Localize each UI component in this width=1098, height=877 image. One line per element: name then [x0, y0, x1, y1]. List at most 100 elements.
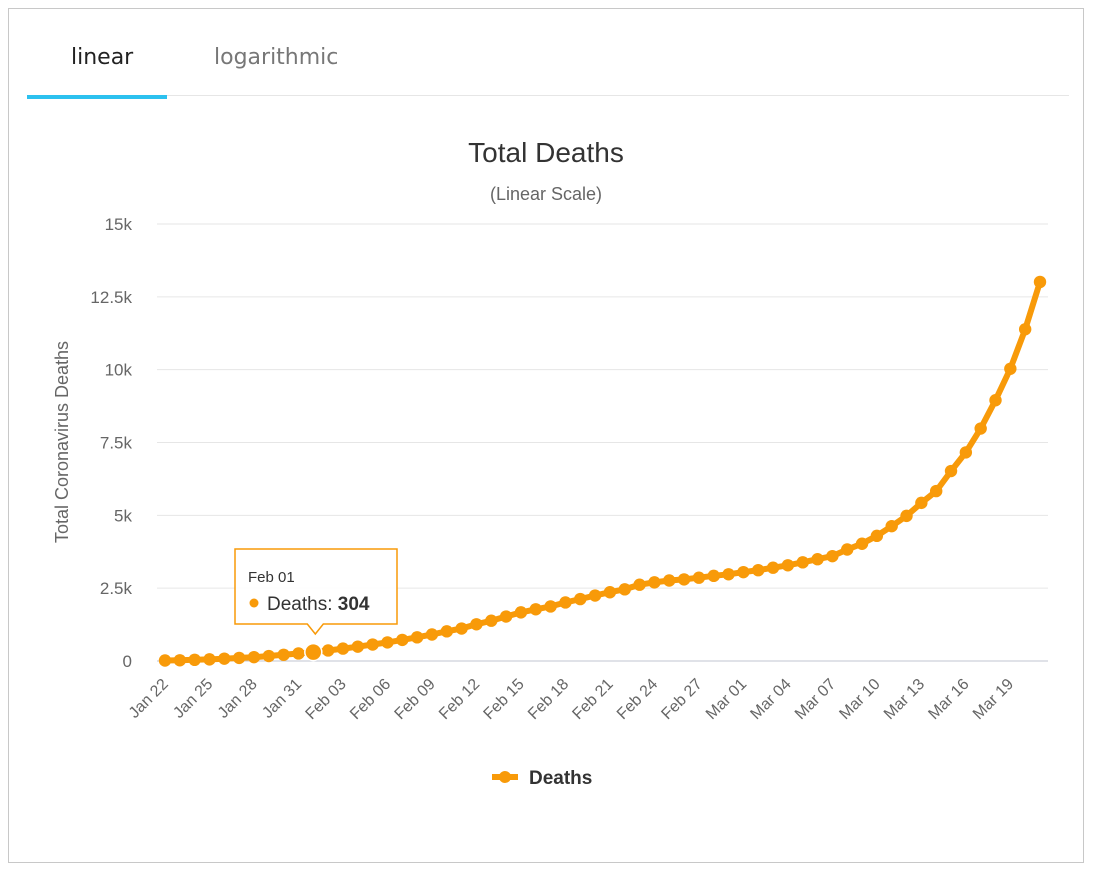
data-point[interactable] [499, 610, 513, 623]
y-tick-label: 15k [105, 215, 133, 234]
data-point[interactable] [158, 654, 172, 667]
data-point[interactable] [959, 446, 973, 459]
scale-tabs: linear logarithmic [27, 9, 1069, 99]
data-point[interactable] [396, 633, 409, 647]
x-tick-label: Mar 19 [970, 676, 1017, 723]
data-point[interactable] [1018, 323, 1032, 336]
data-point[interactable] [633, 578, 646, 591]
data-point[interactable] [870, 529, 884, 543]
tooltip-box [234, 548, 398, 636]
chart-panel: linear logarithmic [8, 8, 1084, 863]
x-tick-label: Mar 16 [925, 676, 972, 723]
data-point[interactable] [796, 556, 809, 569]
legend-marker-icon [499, 771, 511, 783]
data-point[interactable] [410, 631, 424, 644]
data-point[interactable] [470, 618, 483, 631]
data-point[interactable] [588, 589, 602, 602]
data-point[interactable] [559, 596, 572, 609]
data-point[interactable] [262, 649, 276, 663]
tooltip-series-name: Deaths [267, 594, 327, 615]
tooltip-series-dot [249, 598, 259, 608]
y-tick-label: 2.5k [100, 579, 133, 598]
data-point[interactable] [677, 573, 691, 586]
x-tick-label: Feb 18 [525, 676, 572, 723]
data-point[interactable] [218, 652, 231, 665]
data-point[interactable] [855, 537, 869, 550]
data-point[interactable] [292, 647, 305, 660]
tab-linear[interactable]: linear [71, 45, 134, 70]
tab-logarithmic[interactable]: logarithmic [214, 45, 339, 70]
data-point[interactable] [366, 638, 379, 651]
x-tick-label: Feb 03 [303, 676, 350, 723]
tooltip-value: 304 [338, 594, 370, 615]
data-point[interactable] [514, 606, 528, 619]
data-point[interactable] [1004, 362, 1017, 375]
data-point[interactable] [841, 543, 854, 556]
data-point[interactable] [603, 586, 617, 599]
data-point[interactable] [277, 648, 290, 661]
series-deaths [158, 275, 1047, 667]
data-point[interactable] [425, 628, 439, 641]
x-tick-label: Mar 01 [703, 676, 750, 723]
x-tick-label: Feb 24 [614, 676, 661, 723]
tooltip: Feb 01 Deaths: 304 [234, 548, 398, 636]
data-point[interactable] [440, 625, 453, 638]
data-point[interactable] [544, 600, 557, 613]
data-point[interactable] [900, 509, 913, 523]
x-tick-label: Feb 15 [481, 676, 528, 723]
data-point[interactable] [737, 565, 750, 579]
legend[interactable]: Deaths [492, 768, 592, 789]
data-point[interactable] [648, 576, 661, 589]
data-point[interactable] [203, 653, 216, 666]
x-tick-label: Feb 06 [347, 676, 394, 723]
data-point[interactable] [173, 654, 187, 667]
x-tick-label: Mar 13 [881, 676, 928, 723]
data-point[interactable] [574, 592, 587, 606]
data-point[interactable] [485, 614, 498, 627]
data-point[interactable] [974, 422, 987, 435]
y-tick-label: 7.5k [100, 434, 133, 453]
y-tick-label: 0 [123, 652, 132, 671]
x-tick-label: Jan 28 [215, 676, 261, 722]
data-point[interactable] [885, 519, 898, 533]
x-tick-label: Mar 04 [747, 676, 794, 723]
data-point[interactable] [707, 569, 720, 583]
chart-subtitle: (Linear Scale) [490, 184, 602, 204]
y-tick-label: 12.5k [90, 288, 132, 307]
data-point[interactable] [1033, 275, 1047, 289]
data-point[interactable] [351, 640, 364, 653]
data-point[interactable] [989, 393, 1002, 407]
data-point[interactable] [247, 650, 261, 664]
data-point[interactable] [766, 561, 780, 574]
x-tick-label: Feb 27 [658, 676, 705, 723]
y-tick-label: 10k [105, 361, 133, 380]
tooltip-date: Feb 01 [248, 569, 295, 586]
data-point[interactable] [188, 653, 201, 667]
grid-lines [157, 223, 1048, 662]
data-point[interactable] [336, 642, 350, 655]
data-point[interactable] [811, 553, 824, 566]
data-point[interactable] [618, 583, 631, 596]
data-point[interactable] [752, 563, 765, 577]
x-tick-label: Feb 21 [570, 676, 617, 723]
data-point[interactable] [529, 603, 542, 616]
data-point[interactable] [781, 559, 795, 572]
data-point[interactable] [944, 464, 958, 478]
tooltip-value-line: Deaths: 304 [267, 594, 370, 615]
data-point[interactable] [381, 636, 394, 649]
data-point[interactable] [692, 571, 706, 584]
highlighted-point[interactable] [304, 642, 323, 662]
data-point[interactable] [663, 574, 676, 587]
data-point[interactable] [722, 568, 735, 581]
data-point[interactable] [455, 622, 468, 635]
data-point[interactable] [929, 484, 943, 498]
data-point[interactable] [321, 644, 335, 657]
y-axis-label: Total Coronavirus Deaths [52, 341, 72, 543]
x-tick-label: Feb 12 [436, 676, 483, 723]
data-point[interactable] [826, 549, 839, 563]
data-point[interactable] [915, 496, 928, 510]
data-point[interactable] [232, 651, 246, 665]
active-tab-indicator [27, 95, 167, 99]
